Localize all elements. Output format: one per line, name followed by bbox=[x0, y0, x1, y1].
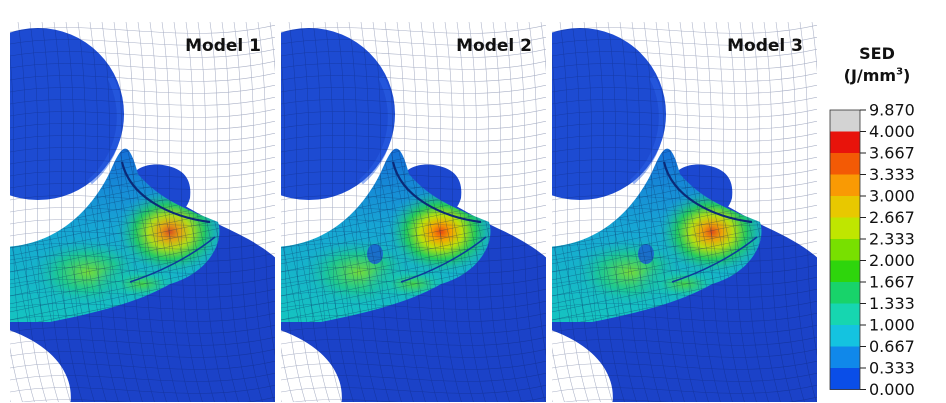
sphere-highlight bbox=[359, 75, 394, 185]
legend-level-label: 3.667 bbox=[869, 144, 915, 163]
lower-edge-line bbox=[671, 236, 758, 283]
fem-mesh bbox=[552, 22, 817, 402]
legend-level-label: 2.667 bbox=[869, 208, 915, 227]
model-3-title: Model 3 bbox=[727, 36, 803, 56]
legend-band bbox=[830, 153, 860, 175]
low-spot bbox=[638, 244, 654, 264]
legend-band bbox=[830, 196, 860, 218]
legend-frame bbox=[829, 109, 861, 390]
legend-band bbox=[830, 110, 860, 132]
legend-band bbox=[830, 260, 860, 283]
legend-level-label: 3.000 bbox=[869, 187, 915, 206]
legend-band bbox=[830, 368, 860, 390]
fem-mesh bbox=[10, 22, 275, 402]
fem-model-2 bbox=[281, 22, 546, 402]
sphere-head bbox=[10, 28, 124, 200]
legend-band bbox=[830, 131, 860, 154]
fem-model-1 bbox=[10, 22, 275, 402]
legend-level-label: 9.870 bbox=[869, 104, 915, 120]
lower-edge-line bbox=[400, 236, 487, 283]
model-2-title: Model 2 bbox=[456, 36, 532, 56]
crease-line bbox=[120, 161, 211, 224]
color-legend: 9.870 4.000 3.667 3.333 3.000 2.667 2.333 2.000… bbox=[829, 104, 915, 396]
legend-level-label: 0.333 bbox=[869, 359, 915, 378]
legend-band bbox=[830, 239, 860, 261]
low-spot bbox=[367, 244, 383, 264]
crease-line bbox=[391, 161, 482, 224]
legend-title: SED bbox=[859, 44, 895, 63]
sphere-head bbox=[281, 28, 395, 200]
sphere-highlight bbox=[630, 75, 665, 185]
sphere-head bbox=[552, 28, 666, 200]
model-1-title: Model 1 bbox=[185, 36, 261, 56]
legend-level-label: 2.000 bbox=[869, 251, 915, 270]
legend-band bbox=[830, 325, 860, 347]
legend-level-label: 0.667 bbox=[869, 337, 915, 356]
legend-level-label: 0.000 bbox=[869, 380, 915, 396]
fem-mesh bbox=[281, 22, 546, 402]
legend-level-label: 1.000 bbox=[869, 316, 915, 335]
legend-band bbox=[830, 217, 860, 240]
legend-band bbox=[830, 282, 860, 304]
legend-band bbox=[830, 303, 860, 326]
legend-level-label: 3.333 bbox=[869, 165, 915, 184]
fem-model-3 bbox=[552, 22, 817, 402]
model-2-panel: Model 2 bbox=[281, 22, 546, 402]
legend-level-label: 1.667 bbox=[869, 273, 915, 292]
lower-edge-line bbox=[129, 236, 216, 283]
model-1-panel: Model 1 bbox=[10, 22, 275, 402]
legend-unit: (J/mm3) bbox=[843, 66, 911, 85]
legend-band bbox=[830, 346, 860, 369]
legend-band bbox=[830, 174, 860, 197]
legend-level-label: 2.333 bbox=[869, 230, 915, 249]
legend-level-label: 4.000 bbox=[869, 122, 915, 141]
legend-level-label: 1.333 bbox=[869, 294, 915, 313]
sphere-highlight bbox=[88, 75, 123, 185]
crease-line bbox=[662, 161, 753, 224]
model-3-panel: Model 3 bbox=[552, 22, 817, 402]
